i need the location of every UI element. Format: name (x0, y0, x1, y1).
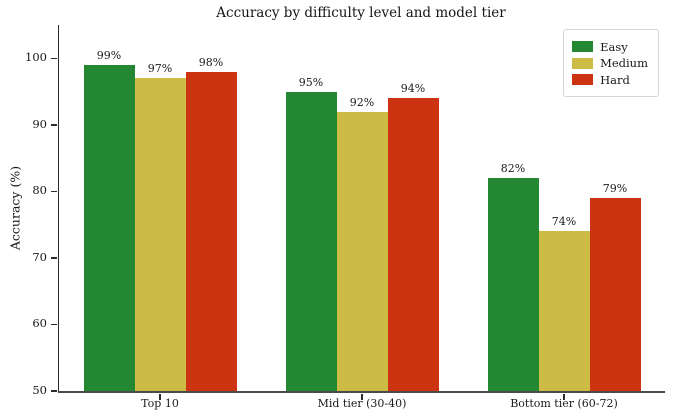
x-axis-tick (361, 394, 363, 400)
legend-item-hard: Hard (572, 73, 648, 87)
x-tick-label: Bottom tier (60-72) (510, 397, 618, 410)
y-axis-tick (51, 190, 57, 193)
bar-value-label: 82% (500, 162, 526, 176)
bar-easy-1 (83, 64, 135, 391)
bar-value-label: 92% (349, 95, 375, 109)
legend-label: Hard (600, 72, 630, 87)
plot-area: 50 60 70 80 90 100 Top 10 99% 97% 98% Mid tier (30… (25, 25, 665, 410)
legend-swatch-icon (572, 41, 594, 52)
bar-hard-3 (589, 198, 641, 391)
y-tick-label: 100 (25, 50, 47, 65)
y-axis-tick (51, 124, 57, 126)
y-tick-label: 70 (32, 249, 47, 264)
bar-value-label: 99% (96, 48, 122, 62)
y-axis-tick (51, 390, 57, 392)
legend-swatch-icon (572, 74, 594, 85)
legend-label: Medium (600, 56, 648, 70)
x-axis-tick (563, 394, 565, 400)
bar-value-label: 98% (198, 55, 224, 69)
bar-medium-2 (336, 111, 388, 391)
bar-value-label: 95% (298, 75, 324, 89)
bar-easy-3 (487, 178, 539, 391)
legend-item-easy: Easy (572, 40, 648, 54)
y-axis-tick (51, 257, 57, 259)
bar-hard-2 (387, 98, 439, 391)
legend: Easy Medium Hard (563, 29, 659, 97)
bar-value-label: 94% (400, 82, 426, 96)
x-tick-label: Mid tier (30-40) (317, 397, 407, 410)
chart-title: Accuracy by difficulty level and model t… (216, 5, 506, 21)
y-tick-label: 90 (32, 116, 47, 131)
bar-hard-1 (185, 71, 237, 391)
legend-label: Easy (600, 39, 628, 54)
bar-value-label: 97% (147, 62, 173, 76)
x-tick-label: Top 10 (141, 397, 179, 410)
y-tick-label: 50 (32, 383, 47, 397)
bar-value-label: 79% (602, 182, 628, 196)
bar-medium-3 (538, 231, 590, 391)
y-axis-tick (51, 323, 57, 326)
legend-item-medium: Medium (572, 56, 648, 70)
bar-value-label: 74% (551, 215, 577, 229)
y-axis-label: Accuracy (%) (7, 165, 23, 251)
y-axis-tick (51, 57, 57, 59)
legend-swatch-icon (572, 57, 594, 69)
y-tick-label: 60 (32, 316, 47, 331)
x-axis-tick (159, 394, 161, 400)
y-tick-label: 80 (32, 183, 47, 198)
bar-medium-1 (134, 78, 186, 391)
bar-easy-2 (285, 91, 337, 391)
